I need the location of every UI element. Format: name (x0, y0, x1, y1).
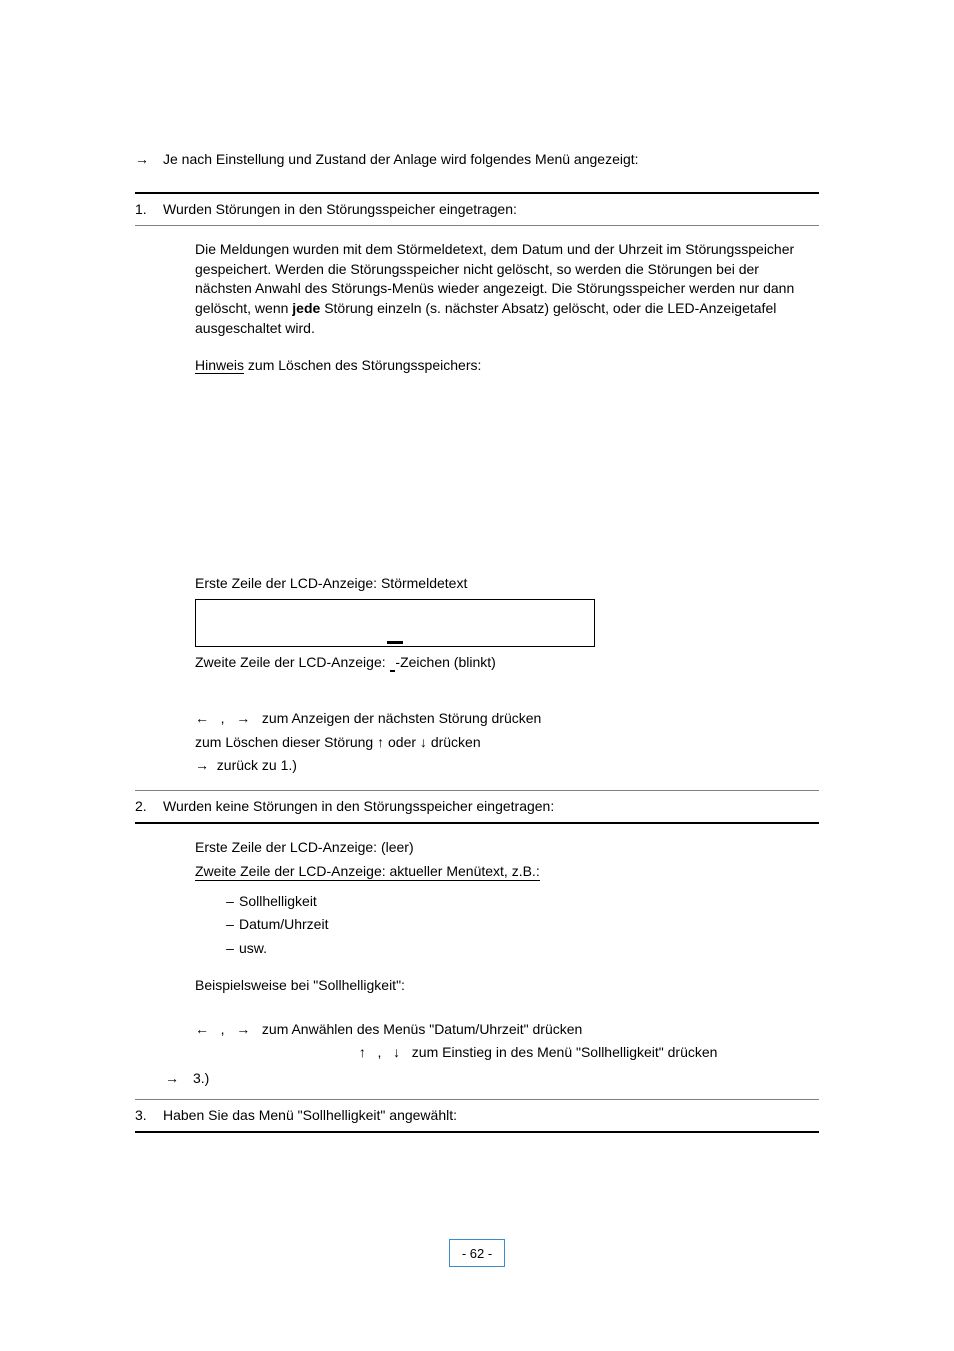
sec1-boxcap2-post: -Zeichen (blinkt) (395, 654, 495, 670)
sec2-example: Beispielsweise bei "Sollhelligkeit": (195, 976, 819, 996)
sec3-num: 3. (135, 1106, 163, 1126)
sec2-line2-wrap: Zweite Zeile der LCD-Anzeige: aktueller … (195, 862, 819, 882)
sec1-boxcap1: Erste Zeile der LCD-Anzeige: Störmeldete… (195, 574, 819, 594)
sec2-heading: Wurden keine Störungen in den Störungssp… (163, 797, 554, 817)
sec2-arrows-row1: ← , → zum Anwählen des Menüs "Datum/Uhrz… (195, 1020, 819, 1040)
sec1-arrows-row2: zum Löschen dieser Störung ↑ oder ↓ drüc… (195, 733, 819, 753)
arrow-up-icon-2: ↑ (359, 1044, 366, 1060)
bullet-dash: – (221, 892, 239, 912)
arrow-right-icon: → (236, 710, 250, 726)
arrow-down-icon: ↓ (420, 734, 427, 750)
sec1-arrows-row2-post: drücken (431, 734, 481, 750)
sec2-bullets: –Sollhelligkeit –Datum/Uhrzeit –usw. (221, 892, 819, 959)
arrow-right-icon-4: → (165, 1069, 193, 1089)
sec2-arrows-row1-text: zum Anwählen des Menüs "Datum/Uhrzeit" d… (258, 1021, 582, 1037)
sec1-arrows-row2-mid: oder (388, 734, 420, 750)
sec1-back: → zurück zu 1.) (195, 756, 819, 776)
sec1-boxcap2-pre: Zweite Zeile der LCD-Anzeige: (195, 654, 390, 670)
arrow-right-icon-3: → (236, 1021, 250, 1037)
sec1-back-text: zurück zu 1.) (217, 757, 297, 773)
lcd-display-box (195, 599, 595, 647)
bullet-dash: – (221, 939, 239, 959)
sec2-bullet-2: usw. (239, 939, 267, 959)
page-number: - 62 - (462, 1246, 492, 1261)
sec1-arrows-row2-pre: zum Löschen dieser Störung (195, 734, 377, 750)
sec1-hint-body: zum Löschen des Störungsspeichers: (244, 357, 481, 373)
sec3-heading: Haben Sie das Menü "Sollhelligkeit" ange… (163, 1106, 457, 1126)
intro-text: Je nach Einstellung und Zustand der Anla… (163, 150, 639, 170)
sec2-bullet-1: Datum/Uhrzeit (239, 915, 328, 935)
arrow-left-icon: ← (195, 710, 209, 726)
sec1-para-bold: jede (292, 300, 320, 316)
rule-bot-3 (135, 1131, 819, 1133)
sec1-boxcap2: Zweite Zeile der LCD-Anzeige: -Zeichen (… (195, 653, 819, 673)
sec1-hint: Hinweis zum Löschen des Störungsspeicher… (195, 356, 819, 376)
sec1-arrows-row1: ← , → zum Anzeigen der nächsten Störung … (195, 709, 819, 729)
sec2-bullet-0: Sollhelligkeit (239, 892, 317, 912)
sec1-heading: Wurden Störungen in den Störungsspeicher… (163, 200, 517, 220)
sec1-hint-label: Hinweis (195, 357, 244, 374)
lcd-cursor (387, 641, 403, 644)
sec2-arrows-row2: ↑ , ↓ zum Einstieg in des Menü "Sollhell… (195, 1043, 819, 1063)
arrow-down-icon-2: ↓ (393, 1044, 400, 1060)
page-number-box: - 62 - (449, 1239, 505, 1267)
arrow-up-icon: ↑ (377, 734, 384, 750)
sec1-para: Die Meldungen wurden mit dem Störmeldete… (195, 240, 819, 338)
arrow-left-icon-2: ← (195, 1021, 209, 1037)
sec2-arrows-row2-text: zum Einstieg in des Menü "Sollhelligkeit… (408, 1044, 718, 1060)
sec2-num: 2. (135, 797, 163, 817)
arrow-right-icon-2: → (195, 757, 209, 773)
sec2-line1: Erste Zeile der LCD-Anzeige: (leer) (195, 838, 819, 858)
intro-arrow: → (135, 150, 163, 170)
sec2-bottom-text: 3.) (193, 1069, 209, 1089)
sec2-line2: Zweite Zeile der LCD-Anzeige: aktueller … (195, 863, 540, 881)
bullet-dash: – (221, 915, 239, 935)
sec1-num: 1. (135, 200, 163, 220)
sec1-arrows-row1-text: zum Anzeigen der nächsten Störung drücke… (258, 710, 541, 726)
